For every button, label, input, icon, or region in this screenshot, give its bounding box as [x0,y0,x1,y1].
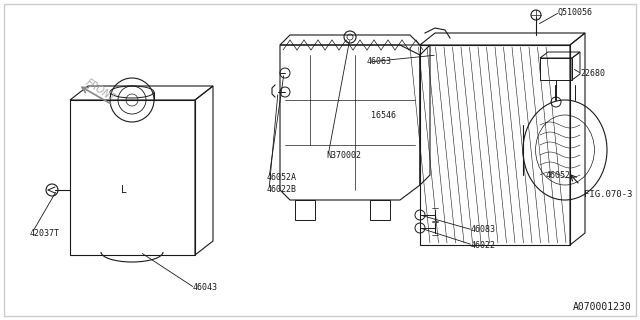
Text: 46052: 46052 [546,172,571,180]
Text: 42037T: 42037T [30,228,60,237]
Text: 46043: 46043 [193,284,218,292]
Text: L: L [121,185,127,195]
Text: 22680: 22680 [580,69,605,78]
Text: 16546: 16546 [371,111,396,121]
Text: 46052A: 46052A [267,173,297,182]
Text: 46083: 46083 [471,226,496,235]
Text: Q510056: Q510056 [558,7,593,17]
Text: 46022B: 46022B [267,186,297,195]
Text: FRONT: FRONT [83,78,116,104]
Text: A070001230: A070001230 [573,302,632,312]
Text: FIG.070-3: FIG.070-3 [584,190,632,199]
Text: 46063: 46063 [367,58,392,67]
Text: N370002: N370002 [326,151,361,161]
Text: 46022: 46022 [471,241,496,250]
